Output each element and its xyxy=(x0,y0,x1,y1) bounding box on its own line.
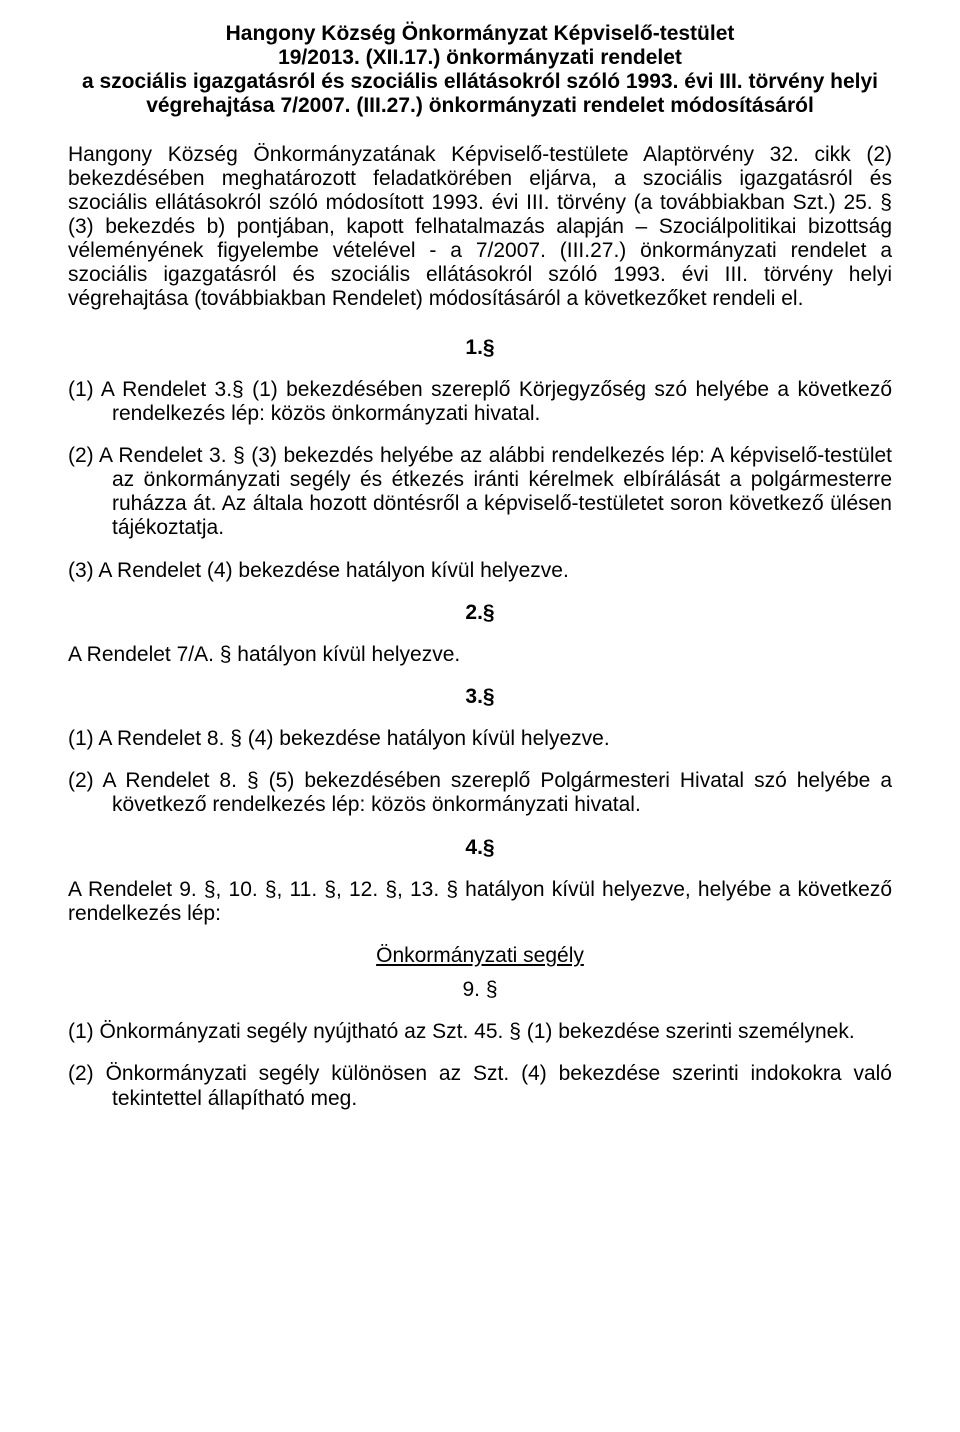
section-2-para-1: A Rendelet 7/A. § hatályon kívül helyezv… xyxy=(68,643,892,667)
section-3-para-1: (1) A Rendelet 8. § (4) bekezdése hatály… xyxy=(68,727,892,751)
section-4-para-1: A Rendelet 9. §, 10. §, 11. §, 12. §, 13… xyxy=(68,878,892,926)
section-1-number: 1.§ xyxy=(68,336,892,360)
section-9-para-2: (2) Önkormányzati segély különösen az Sz… xyxy=(68,1062,892,1110)
section-1-para-2: (2) A Rendelet 3. § (3) bekezdés helyébe… xyxy=(68,444,892,541)
header-line-2: 19/2013. (XII.17.) önkormányzati rendele… xyxy=(68,46,892,70)
header-line-1: Hangony Község Önkormányzat Képviselő-te… xyxy=(68,22,892,46)
document-page: Hangony Község Önkormányzat Képviselő-te… xyxy=(0,0,960,1432)
document-header: Hangony Község Önkormányzat Képviselő-te… xyxy=(68,22,892,119)
header-line-3: a szociális igazgatásról és szociális el… xyxy=(68,70,892,118)
section-3-para-2: (2) A Rendelet 8. § (5) bekezdésében sze… xyxy=(68,769,892,817)
section-1-para-1: (1) A Rendelet 3.§ (1) bekezdésében szer… xyxy=(68,378,892,426)
subtitle-onkormanyzati-segely: Önkormányzati segély xyxy=(68,944,892,968)
section-2-number: 2.§ xyxy=(68,601,892,625)
section-3-number: 3.§ xyxy=(68,685,892,709)
section-9-number: 9. § xyxy=(68,978,892,1002)
section-4-number: 4.§ xyxy=(68,836,892,860)
preamble-text: Hangony Község Önkormányzatának Képvisel… xyxy=(68,143,892,312)
section-9-para-1: (1) Önkormányzati segély nyújtható az Sz… xyxy=(68,1020,892,1044)
section-1-para-3: (3) A Rendelet (4) bekezdése hatályon kí… xyxy=(68,559,892,583)
